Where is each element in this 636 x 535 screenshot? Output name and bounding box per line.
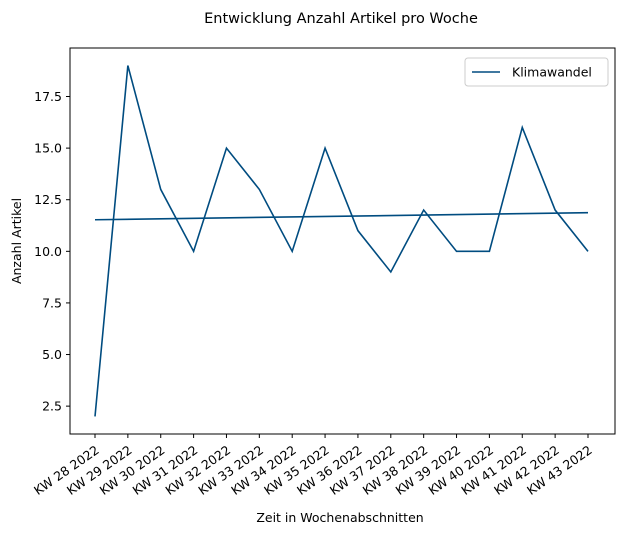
y-tick-label: 5.0 [42,347,62,362]
legend-entry-klimawandel: Klimawandel [512,65,592,80]
x-axis-label: Zeit in Wochenabschnitten [256,510,423,525]
chart-title: Entwicklung Anzahl Artikel pro Woche [204,11,478,27]
legend: Klimawandel [464,57,609,87]
y-axis: 2.5 5.0 7.5 10.0 12.5 15.0 17.5 [34,89,70,414]
plot-area [69,47,616,435]
trend-line [94,211,589,221]
y-tick-label: 17.5 [34,89,62,104]
y-tick-label: 7.5 [42,295,62,310]
y-tick-label: 15.0 [34,141,62,156]
y-tick-label: 12.5 [34,192,62,207]
y-tick-label: 2.5 [42,399,62,414]
y-tick-label: 10.0 [34,244,62,259]
legend-box [464,57,609,87]
series-line-klimawandel [94,65,589,417]
y-axis-label: Anzahl Artikel [9,198,24,284]
